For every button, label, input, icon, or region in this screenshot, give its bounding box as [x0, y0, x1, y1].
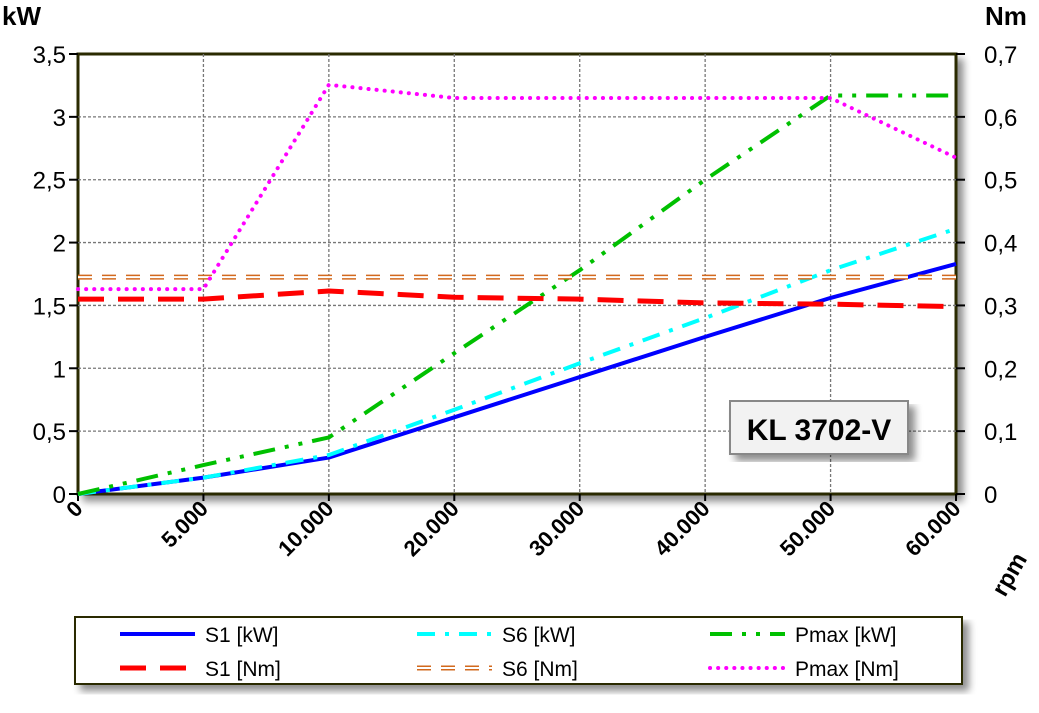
x-tick-label: 40.000 — [649, 496, 714, 561]
y-tick-label-right: 0,7 — [984, 42, 1017, 69]
y-tick-label-left: 2 — [53, 231, 66, 258]
x-tick-label: 60.000 — [900, 496, 965, 561]
x-tick-label: 5.000 — [156, 496, 213, 553]
legend-label: S1 [kW] — [205, 624, 279, 647]
x-tick-label: 20.000 — [399, 496, 464, 561]
y-tick-label-left: 1,5 — [33, 293, 66, 320]
legend-label: S1 [Nm] — [205, 658, 281, 681]
y-tick-label-right: 0 — [984, 482, 997, 509]
y-tick-label-right: 0,4 — [984, 231, 1017, 258]
y-tick-label-left: 0 — [53, 482, 66, 509]
y-tick-label-left: 3 — [53, 105, 66, 132]
y-tick-label-left: 0,5 — [33, 419, 66, 446]
y-tick-label-left: 1 — [53, 356, 66, 383]
y-tick-label-right: 0,3 — [984, 293, 1017, 320]
legend-label: S6 [Nm] — [502, 658, 578, 681]
legend: S1 [kW] S6 [kW] Pmax [kW] S1 [Nm] S6 [Nm] Pma… — [75, 617, 962, 684]
y-tick-label-right: 0,2 — [984, 356, 1017, 383]
y-tick-label-right: 0,6 — [984, 105, 1017, 132]
y-tick-label-left: 3,5 — [33, 42, 66, 69]
model-label-box: KL 3702-V — [730, 401, 908, 454]
x-tick-label: 10.000 — [273, 496, 338, 561]
model-label: KL 3702-V — [747, 414, 892, 447]
y-axis-right-label: Nm — [985, 1, 1027, 31]
legend-label: Pmax [Nm] — [795, 658, 899, 681]
y-tick-label-right: 0,1 — [984, 419, 1017, 446]
y-axis-left-label: kW — [2, 1, 41, 31]
x-tick-label: 50.000 — [775, 496, 840, 561]
legend-label: Pmax [kW] — [795, 624, 897, 647]
x-tick-label: 30.000 — [524, 496, 589, 561]
y-tick-label-right: 0,5 — [984, 168, 1017, 195]
x-axis-label: rpm — [987, 548, 1033, 601]
legend-label: S6 [kW] — [502, 624, 576, 647]
y-tick-label-left: 2,5 — [33, 168, 66, 195]
